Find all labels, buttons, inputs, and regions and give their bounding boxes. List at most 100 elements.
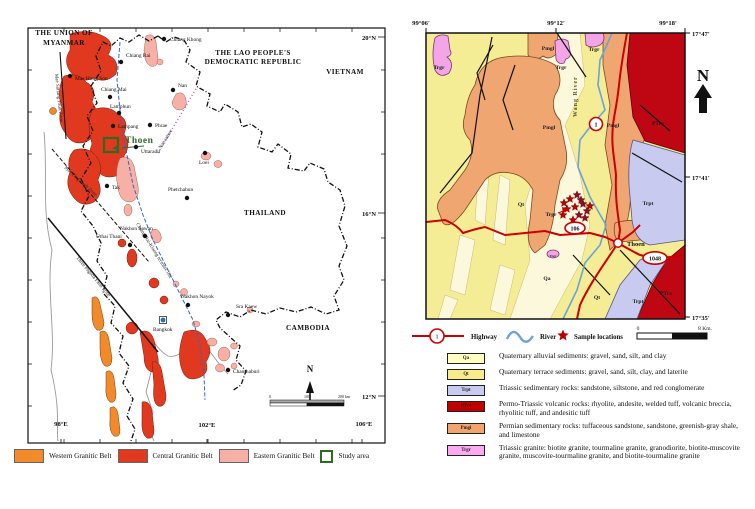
city-bangkok: Bangkok <box>153 316 173 333</box>
unit-label-trgr-13: Trgr <box>545 212 557 218</box>
highway-markers: 1 106 1048 <box>564 116 668 266</box>
city-sra-kaew: Sra Kaew <box>225 304 257 318</box>
legend-swatch-eastern-granitic-belt <box>218 449 249 463</box>
legend-highway-label: Highway <box>471 334 498 341</box>
city-label-uthai-thani: Uthai Thani <box>96 234 122 240</box>
strat-swatch-trpt: Trpt <box>447 385 485 396</box>
unit-label-qt-10: Qt <box>594 295 600 301</box>
coord-9906: 99°06' <box>412 20 430 27</box>
strat-row-pmgl: Pmgl Permian sedimentary rocks: tuffaceou… <box>447 420 750 440</box>
legend-label-study-area: Study area <box>338 452 370 460</box>
unit-label-ptrv-6: PTrv <box>652 121 664 127</box>
unit-label-trgr-2: Trgr <box>555 65 567 71</box>
coord-102e: 102°E <box>199 422 217 429</box>
coord-9912: 99°12' <box>547 20 565 27</box>
strat-row-trgr: Trgr Triassic granite: biotite granite, t… <box>447 442 750 462</box>
coord-ticks <box>60 36 385 443</box>
marker-1: 1 <box>595 123 598 129</box>
strat-desc-ptrv: Permo-Triassic volcanic rocks: rhyolite,… <box>499 399 732 417</box>
label-thailand: THAILAND <box>244 209 286 217</box>
central-belt-blobs <box>59 31 211 439</box>
city-phetchabun: Phetchabun <box>168 187 193 201</box>
sample-star <box>580 213 590 222</box>
thailand-belt-map: Mae Sariang Fault Zone Mae Ping Fault Zo… <box>27 27 386 444</box>
scale-0: 0 <box>269 394 271 399</box>
legend-river-symbol <box>505 330 535 343</box>
unit-label-pmgl-1: Pmgl <box>542 46 555 52</box>
city-label-chanthaburi: Chanthaburi <box>233 369 260 375</box>
label-myanmar: THE UNION OF <box>35 29 93 37</box>
city-label-loei: Loei <box>199 160 209 166</box>
city-label-nakhon-sawan: Nakhon Sawan <box>120 226 153 232</box>
legend-hwy-num: 1 <box>435 334 438 341</box>
legend-item-central-granitic-belt: Central Granitic Belt <box>117 449 213 463</box>
wang-river <box>562 33 613 319</box>
marker-106: 106 <box>571 227 580 233</box>
sample-star <box>559 198 569 207</box>
legend-label-western-granitic-belt: Western Granitic Belt <box>49 452 112 460</box>
wang-river-label: Wang River <box>573 76 579 117</box>
city-label-lampang: Lampang <box>118 124 139 130</box>
legend-scale-0: 0 <box>637 326 640 332</box>
mae-ping-fault-line <box>51 148 150 263</box>
legend-river-label: River <box>540 334 556 341</box>
city-nakhon-sawan: Nakhon Sawan <box>120 226 153 239</box>
country-borders <box>80 34 348 442</box>
coord-98e: 98°E <box>54 421 68 428</box>
left-map-legend: Western Granitic Belt Central Granitic Be… <box>14 449 392 463</box>
sample-star <box>572 190 582 199</box>
sample-star <box>585 201 595 210</box>
legend-scale-8km: 8 Km. <box>698 326 712 332</box>
legend-swatch-study-area <box>320 449 334 463</box>
city-label-chiang-khong: Chiang Khong <box>170 37 202 43</box>
right-frame-ticks <box>425 28 690 318</box>
geology-units <box>426 33 685 319</box>
coord-106e: 106°E <box>356 421 374 428</box>
tectonic-line-blue <box>116 41 206 401</box>
strat-swatch-qt: Qt <box>447 369 485 380</box>
thoen-arrow-line <box>121 145 145 149</box>
city-label-nakhon-nayok: Nakhon Nayok <box>181 294 214 300</box>
label-cambodia: CAMBODIA <box>286 324 330 332</box>
city-label-lamphun: Lamphun <box>110 104 131 110</box>
sample-star <box>565 194 575 203</box>
legend-item-eastern-granitic-belt: Eastern Granitic Belt <box>218 449 314 463</box>
thoen-town-dot <box>613 238 623 248</box>
city-label-tak: Tak <box>112 185 120 191</box>
coord-12n: 12°N <box>362 394 376 401</box>
label-laos: THE LAO PEOPLE'S <box>215 49 291 57</box>
nan-suture-line <box>157 86 198 154</box>
legend-samples-label: Sample locations <box>574 334 623 341</box>
coord-1747: 17°47' <box>692 31 710 38</box>
left-cities: Chiang Khong Chiang Rai Mae Hong Son Chiang… <box>67 36 260 375</box>
strat-desc-pmgl: Permian sedimentary rocks: tuffaceous sa… <box>499 420 738 439</box>
coord-20n: 20°N <box>362 35 376 42</box>
strat-swatch-trgr: Trgr <box>447 444 485 456</box>
unit-label-pmgl-5: Pmgl <box>607 123 620 129</box>
unit-label-trgr-14: Trgr <box>550 254 557 258</box>
thoen-arrowhead <box>112 145 119 151</box>
city-phrae: Phrae <box>147 122 168 129</box>
coord-9918: 99°18' <box>659 20 677 27</box>
marker-1048: 1048 <box>649 257 661 263</box>
strat-row-qt: Qt Quaternary terrace sediments: gravel, … <box>447 367 750 380</box>
unit-label-trgr-3: Trgr <box>588 47 600 53</box>
city-label-uttaradit: Uttaradit <box>141 149 161 155</box>
city-lampang: Lampang <box>110 123 139 130</box>
thoen-study-label: Thoen <box>125 136 154 146</box>
unit-label-qa-9: Qa <box>543 276 550 282</box>
city-label-chiang-mai: Chiang Mai <box>101 87 127 93</box>
unit-label-qt-8: Qt <box>518 202 524 208</box>
strat-row-trpt: Trpt Triassic sedimentary rocks: sandston… <box>447 383 750 396</box>
left-scale-bar: 0 100 200 km <box>269 394 351 407</box>
sample-stars <box>558 190 595 224</box>
city-label-phetchabun: Phetchabun <box>168 187 193 193</box>
coord-1741: 17°41' <box>692 175 710 182</box>
strat-desc-trgr: Triassic granite: biotite granite, tourm… <box>499 442 740 461</box>
city-label-phrae: Phrae <box>155 123 168 129</box>
sample-star <box>582 206 592 215</box>
city-chiang-mai: Chiang Mai <box>101 87 127 100</box>
city-label-bangkok: Bangkok <box>153 327 173 333</box>
scale-100: 100 <box>304 394 310 399</box>
legend-label-central-granitic-belt: Central Granitic Belt <box>152 452 213 460</box>
